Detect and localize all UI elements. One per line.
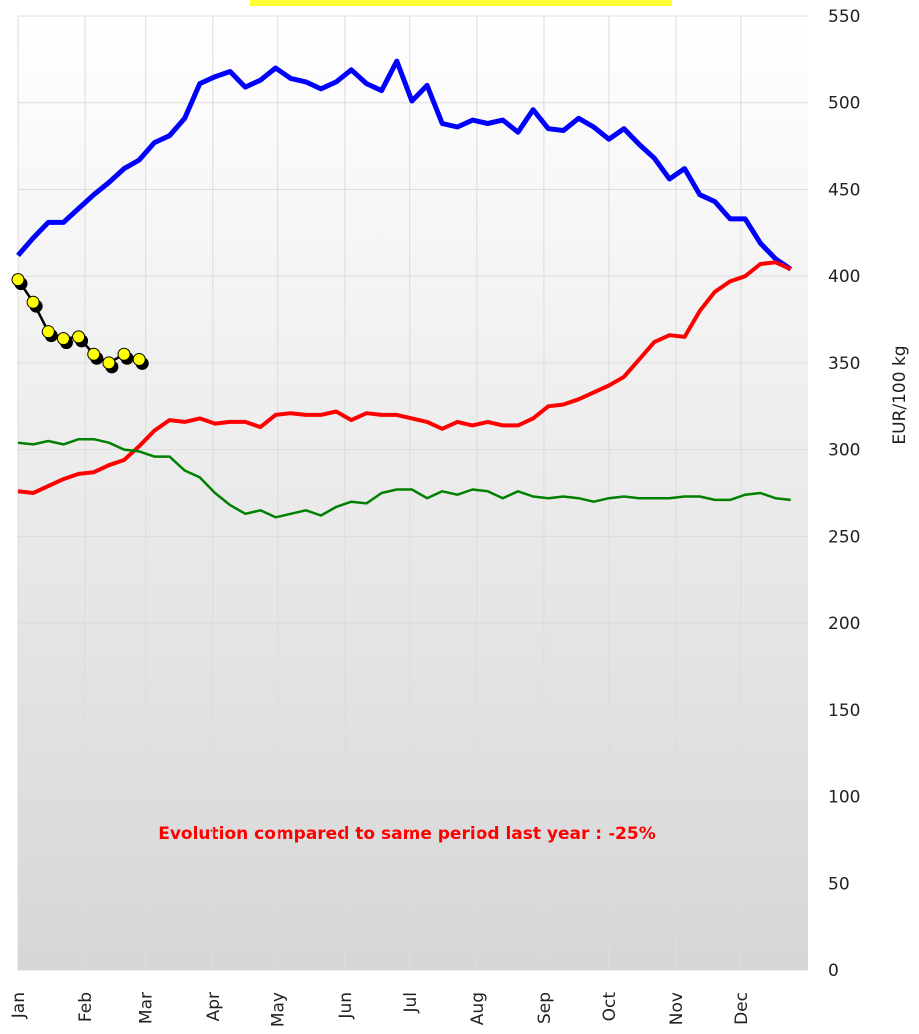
y-tick-label: 400 <box>828 267 860 287</box>
x-tick-label: Apr <box>204 992 224 1021</box>
x-tick-label: May <box>269 992 289 1027</box>
x-tick-label: Nov <box>667 992 687 1025</box>
x-tick-label: Mar <box>137 992 157 1024</box>
marker <box>41 325 55 339</box>
marker <box>56 332 70 346</box>
title-highlight <box>250 0 672 6</box>
series-line <box>17 437 791 519</box>
series-line <box>16 58 793 272</box>
y-axis-label: EUR/100 kg <box>890 345 910 444</box>
y-tick-label: 350 <box>828 354 860 374</box>
marker <box>87 347 101 361</box>
x-tick-label: Aug <box>468 992 488 1025</box>
x-tick-label: Oct <box>600 992 620 1022</box>
y-tick-label: 300 <box>828 441 860 461</box>
marker <box>102 356 116 370</box>
y-tick-label: 450 <box>828 180 860 200</box>
x-tick-label: Dec <box>732 992 752 1025</box>
annotation: Evolution compared to same period last y… <box>158 824 656 844</box>
x-tick-label: Jun <box>336 992 356 1020</box>
marker <box>11 273 25 287</box>
y-tick-label: 100 <box>828 788 860 808</box>
marker <box>117 347 131 361</box>
y-tick-label: 550 <box>828 7 860 27</box>
y-tick-label: 50 <box>828 874 850 894</box>
marker <box>72 330 86 344</box>
x-tick-label: Feb <box>76 992 96 1022</box>
y-tick-label: 0 <box>828 961 839 981</box>
marker <box>26 295 40 309</box>
y-tick-label: 500 <box>828 94 860 114</box>
y-tick-label: 250 <box>828 527 860 547</box>
y-tick-label: 150 <box>828 701 860 721</box>
series-line <box>17 260 792 495</box>
x-tick-label: Jul <box>401 992 421 1014</box>
y-tick-label: 200 <box>828 614 860 634</box>
x-tick-label: Sep <box>535 992 555 1024</box>
x-tick-label: Jan <box>9 992 29 1019</box>
marker <box>132 352 146 366</box>
